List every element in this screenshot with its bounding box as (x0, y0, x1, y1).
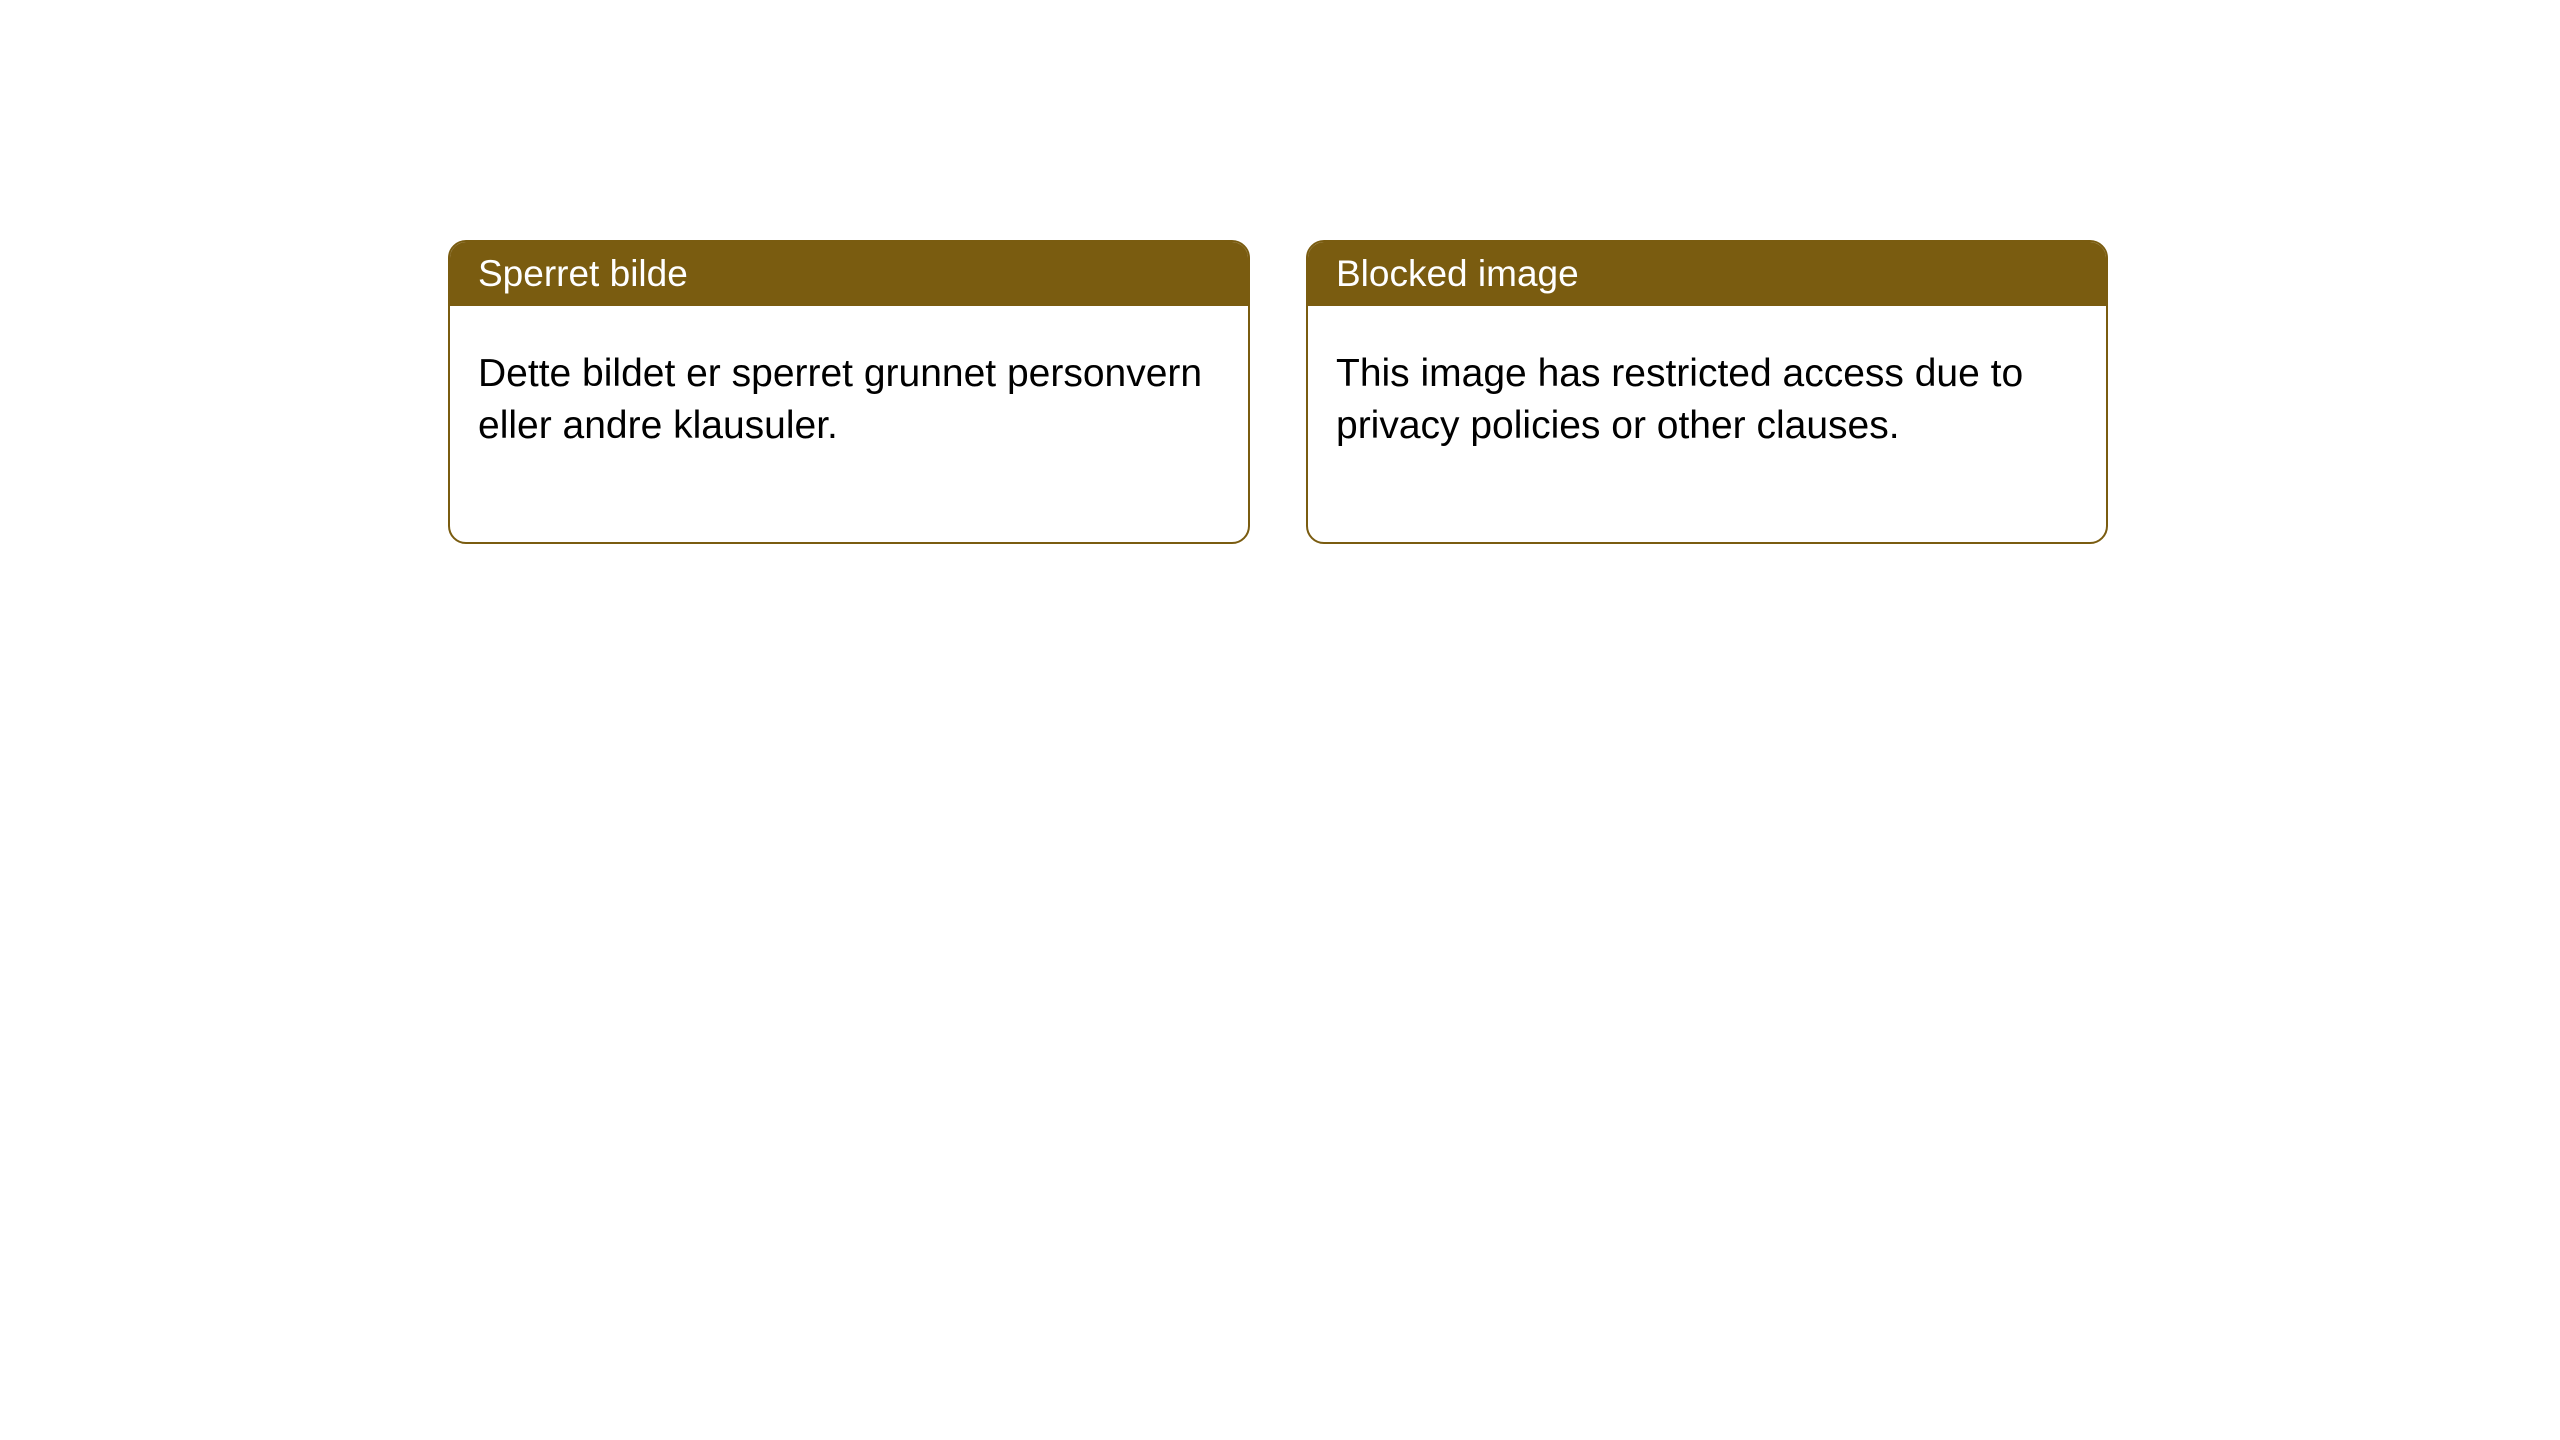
card-title: Sperret bilde (450, 242, 1248, 306)
notice-card-norwegian: Sperret bilde Dette bildet er sperret gr… (448, 240, 1250, 544)
notice-cards-container: Sperret bilde Dette bildet er sperret gr… (0, 0, 2560, 544)
card-body: This image has restricted access due to … (1308, 306, 2106, 542)
notice-card-english: Blocked image This image has restricted … (1306, 240, 2108, 544)
card-title: Blocked image (1308, 242, 2106, 306)
card-body: Dette bildet er sperret grunnet personve… (450, 306, 1248, 542)
